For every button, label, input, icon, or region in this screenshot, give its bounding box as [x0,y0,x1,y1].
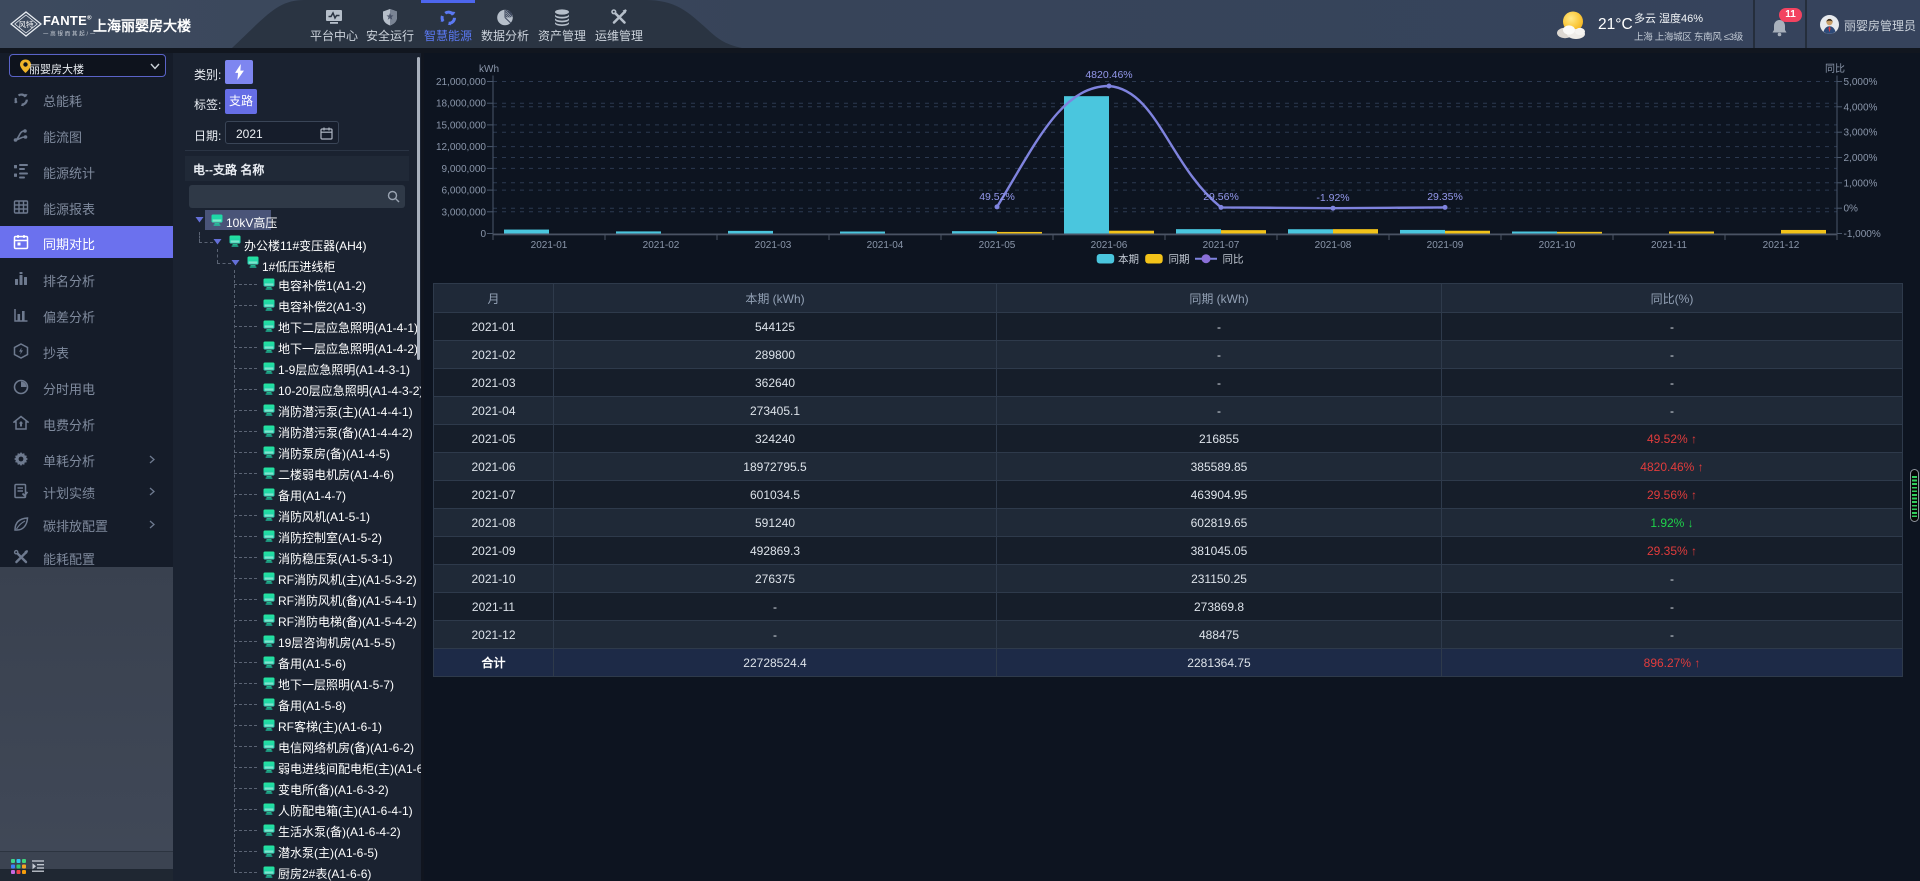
svg-text:0: 0 [480,229,486,240]
svg-text:2021-07: 2021-07 [1203,240,1240,251]
svg-text:3,000%: 3,000% [1844,128,1878,139]
svg-text:同比: 同比 [1825,63,1845,75]
svg-text:15,000,000: 15,000,000 [436,120,486,131]
svg-text:2021-08: 2021-08 [1315,240,1352,251]
svg-text:49.52%: 49.52% [979,191,1015,203]
svg-text:-1,000%: -1,000% [1844,229,1881,240]
svg-text:4820.46%: 4820.46% [1085,69,1132,81]
svg-text:同期: 同期 [1169,254,1190,266]
svg-text:2021-11: 2021-11 [1651,240,1687,251]
svg-text:18,000,000: 18,000,000 [436,99,486,110]
svg-text:本期: 本期 [1118,253,1139,266]
svg-text:2021-02: 2021-02 [643,240,680,251]
svg-text:2021-05: 2021-05 [979,240,1016,251]
svg-text:21,000,000: 21,000,000 [436,77,486,88]
svg-text:4,000%: 4,000% [1844,102,1878,113]
svg-text:风特: 风特 [19,19,34,29]
svg-text:9,000,000: 9,000,000 [442,164,487,175]
svg-text:2021-10: 2021-10 [1539,240,1576,251]
svg-text:0%: 0% [1844,204,1859,215]
svg-text:2021-12: 2021-12 [1763,240,1800,251]
svg-text:2,000%: 2,000% [1844,153,1878,164]
svg-text:2021-04: 2021-04 [867,240,904,251]
svg-text:2021-09: 2021-09 [1427,240,1464,251]
svg-text:5,000%: 5,000% [1844,77,1878,88]
svg-text:2021-03: 2021-03 [755,240,792,251]
svg-text:29.35%: 29.35% [1427,191,1463,203]
svg-text:同比: 同比 [1223,253,1244,266]
svg-text:3,000,000: 3,000,000 [442,207,487,218]
svg-text:kWh: kWh [479,64,499,75]
svg-text:6,000,000: 6,000,000 [442,186,487,197]
svg-text:2021-01: 2021-01 [531,240,568,251]
svg-text:2021-06: 2021-06 [1091,240,1128,251]
svg-text:1,000%: 1,000% [1844,178,1878,189]
svg-text:-1.92%: -1.92% [1316,192,1349,204]
svg-text:12,000,000: 12,000,000 [436,142,486,153]
svg-text:29.56%: 29.56% [1203,191,1239,203]
